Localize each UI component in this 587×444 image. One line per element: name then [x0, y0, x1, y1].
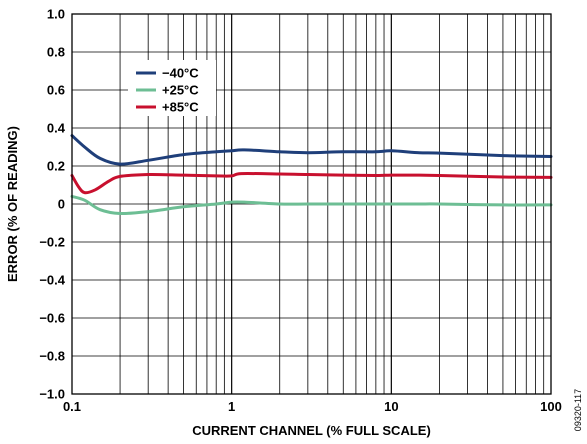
- series-line: [70, 172, 553, 195]
- legend: −40°C +25°C +85°C: [136, 66, 199, 115]
- y-tick-label: −0.4: [39, 273, 65, 288]
- series-line: [70, 194, 553, 216]
- series-line: [70, 134, 553, 166]
- y-tick-label: 0.4: [47, 121, 66, 136]
- x-axis-label: CURRENT CHANNEL (% FULL SCALE): [192, 423, 431, 438]
- y-tick-label: −0.6: [39, 311, 65, 326]
- x-tick-label: 100: [540, 399, 562, 414]
- y-tick-labels: 1.0 0.8 0.6 0.4 0.2 0 −0.2 −0.4 −0.6 −0.8 −1.0: [39, 7, 65, 402]
- legend-label: +85°C: [162, 100, 199, 115]
- y-axis-label: ERROR (% OF READING): [5, 126, 20, 282]
- series-lines: [70, 134, 553, 216]
- x-tick-label: 1: [228, 399, 235, 414]
- y-tick-label: 0.8: [47, 45, 65, 60]
- y-tick-label: 0.2: [47, 159, 65, 174]
- plot-frame: [71, 13, 552, 395]
- y-tick-label: 1.0: [47, 7, 65, 22]
- y-tick-label: −1.0: [39, 387, 65, 402]
- y-tick-label: −0.8: [39, 349, 65, 364]
- legend-label: −40°C: [162, 66, 199, 81]
- y-tick-label: −0.2: [39, 235, 65, 250]
- y-tick-label: 0.6: [47, 83, 65, 98]
- x-tick-label: 0.1: [63, 399, 81, 414]
- x-tick-label: 10: [384, 399, 398, 414]
- legend-label: +25°C: [162, 83, 199, 98]
- x-tick-labels: 0.1 1 10 100: [63, 399, 562, 414]
- y-tick-label: 0: [58, 197, 65, 212]
- figure-id: 09320-117: [573, 389, 583, 431]
